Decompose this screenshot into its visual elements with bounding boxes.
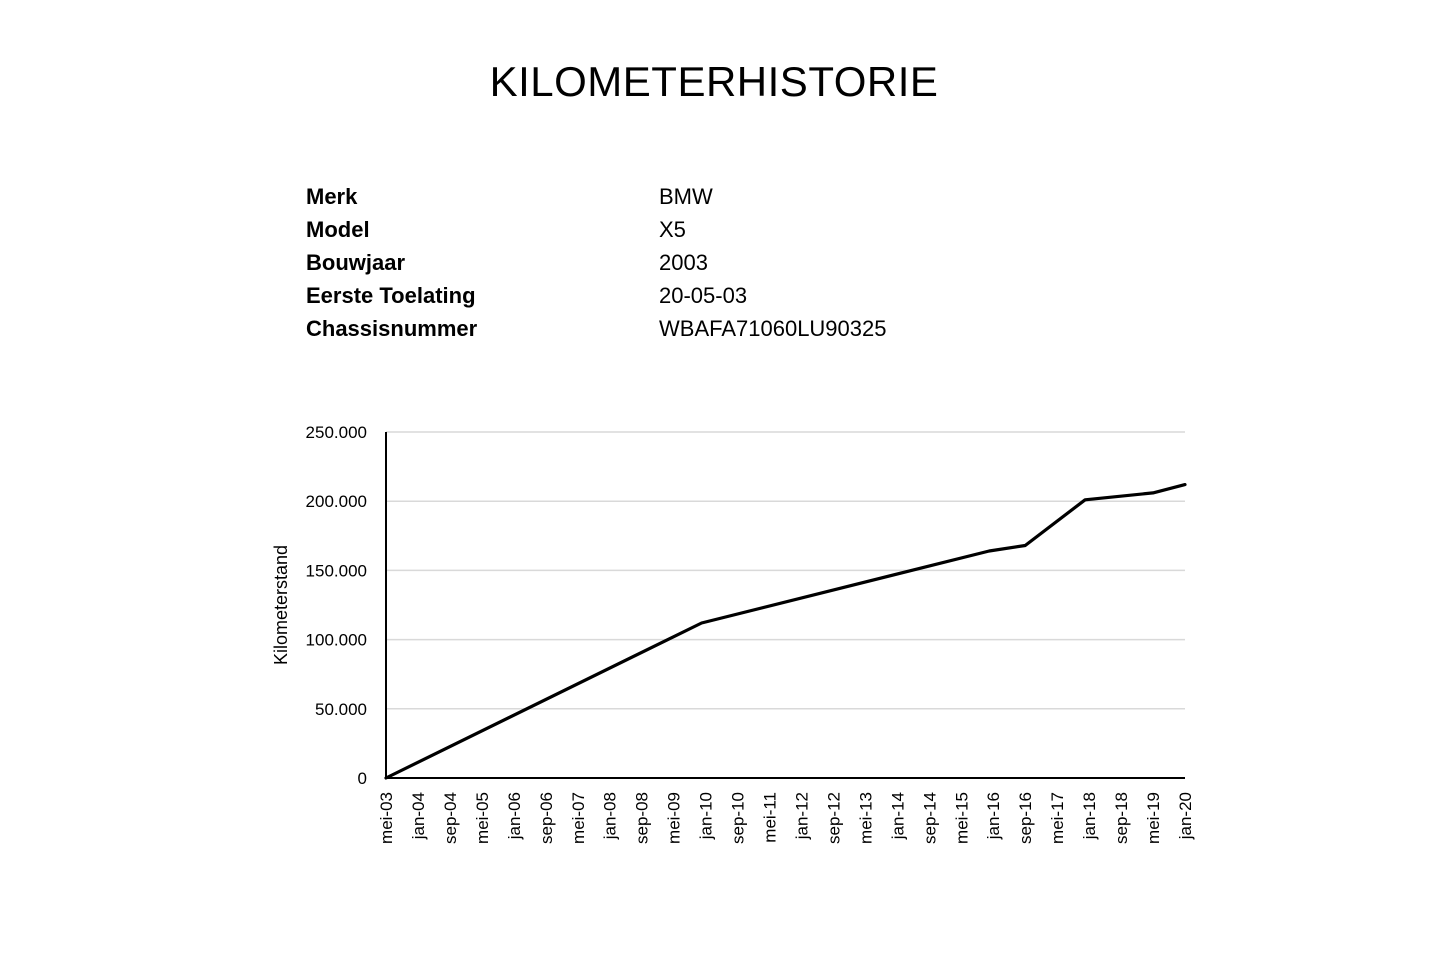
y-tick-label: 150.000 bbox=[306, 561, 367, 580]
y-tick-label: 200.000 bbox=[306, 492, 367, 511]
y-tick-label: 100.000 bbox=[306, 631, 367, 650]
y-tick-label: 0 bbox=[358, 769, 367, 788]
x-tick-label: sep-04 bbox=[441, 792, 460, 844]
x-tick-label: mei-05 bbox=[473, 792, 492, 844]
y-tick-label: 250.000 bbox=[306, 423, 367, 442]
x-tick-label: mei-03 bbox=[377, 792, 396, 844]
x-tick-label: mei-19 bbox=[1144, 792, 1163, 844]
x-tick-label: jan-20 bbox=[1176, 792, 1195, 840]
y-axis-tick-labels: 0 50.000 100.000 150.000 200.000 250.000 bbox=[306, 423, 367, 788]
x-tick-label: mei-15 bbox=[952, 792, 971, 844]
x-tick-label: mei-07 bbox=[569, 792, 588, 844]
x-tick-label: mei-11 bbox=[761, 792, 780, 843]
x-tick-label: jan-12 bbox=[792, 792, 811, 840]
series-layer bbox=[386, 484, 1185, 778]
x-tick-label: mei-09 bbox=[665, 792, 684, 844]
x-tick-label: mei-13 bbox=[856, 792, 875, 844]
x-tick-label: sep-14 bbox=[920, 792, 939, 844]
x-axis-tick-labels: mei-03 jan-04 sep-04 mei-05 jan-06 sep-06 mei-… bbox=[377, 792, 1195, 844]
x-tick-label: jan-06 bbox=[505, 792, 524, 840]
x-tick-label: mei-17 bbox=[1048, 792, 1067, 844]
x-tick-label: sep-08 bbox=[633, 792, 652, 844]
x-tick-label: sep-10 bbox=[729, 792, 748, 844]
x-tick-label: sep-06 bbox=[537, 792, 556, 844]
x-tick-label: sep-12 bbox=[824, 792, 843, 844]
x-tick-label: jan-18 bbox=[1080, 792, 1099, 840]
x-tick-label: jan-04 bbox=[409, 792, 428, 840]
x-tick-label: sep-18 bbox=[1112, 792, 1131, 844]
x-tick-label: jan-08 bbox=[601, 792, 620, 840]
y-axis-title: Kilometerstand bbox=[271, 545, 291, 665]
axes bbox=[386, 432, 1185, 778]
x-tick-label: jan-10 bbox=[697, 792, 716, 840]
y-tick-label: 50.000 bbox=[315, 700, 367, 719]
x-tick-label: jan-16 bbox=[984, 792, 1003, 840]
x-tick-label: sep-16 bbox=[1016, 792, 1035, 844]
series-line bbox=[386, 485, 1185, 778]
gridlines bbox=[386, 432, 1185, 709]
x-tick-label: jan-14 bbox=[888, 792, 907, 840]
